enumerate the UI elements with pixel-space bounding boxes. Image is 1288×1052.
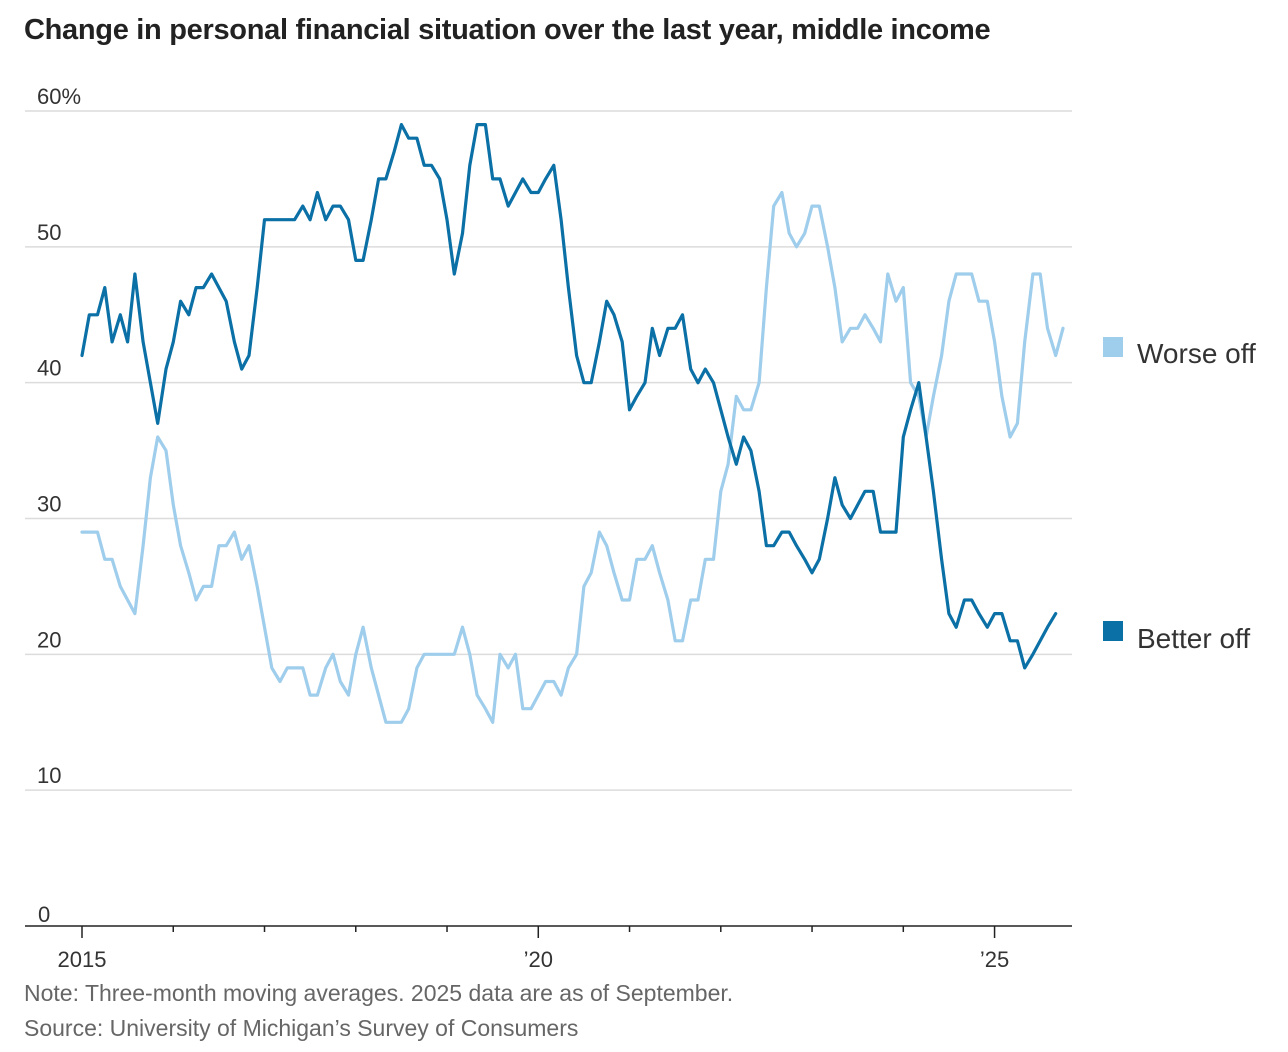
x-tick-label: 2015 bbox=[58, 947, 107, 972]
chart-title: Change in personal financial situation o… bbox=[24, 14, 991, 46]
y-tick-label: 10 bbox=[37, 763, 61, 788]
y-tick-label: 50 bbox=[37, 220, 61, 245]
x-axis: 2015 ’20 ’25 bbox=[25, 925, 1072, 972]
y-tick-label: 30 bbox=[37, 492, 61, 517]
y-tick-label: 60% bbox=[37, 84, 81, 109]
y-axis-labels: 60% 50 40 30 20 10 0 bbox=[37, 84, 81, 927]
y-tick-label: 0 bbox=[38, 902, 50, 927]
legend-swatch bbox=[1103, 621, 1123, 641]
series-line-worse-off bbox=[80, 190, 1065, 724]
legend: Worse off Better off bbox=[1103, 337, 1256, 654]
x-tick-label: ’25 bbox=[980, 947, 1009, 972]
legend-label: Better off bbox=[1137, 623, 1250, 654]
y-tick-label: 20 bbox=[37, 627, 61, 652]
y-tick-label: 40 bbox=[37, 356, 61, 381]
legend-label: Worse off bbox=[1137, 338, 1256, 369]
chart-note: Note: Three-month moving averages. 2025 … bbox=[24, 980, 734, 1006]
chart-source: Source: University of Michigan’s Survey … bbox=[24, 1015, 579, 1041]
series-lines bbox=[80, 123, 1065, 724]
x-tick-label: ’20 bbox=[524, 947, 553, 972]
grid-lines bbox=[25, 110, 1072, 791]
series-line-better-off bbox=[80, 123, 1058, 670]
legend-swatch bbox=[1103, 337, 1123, 357]
